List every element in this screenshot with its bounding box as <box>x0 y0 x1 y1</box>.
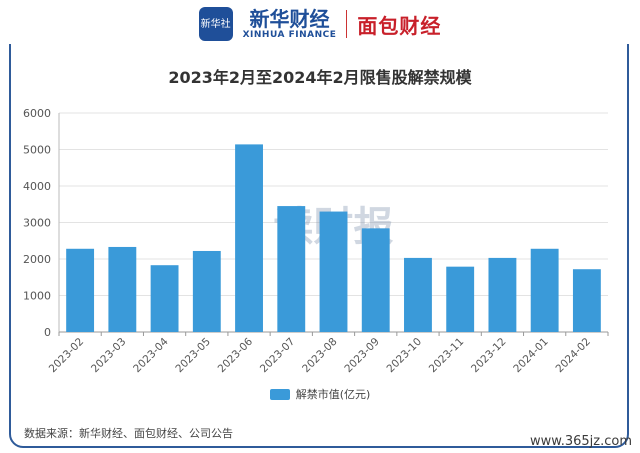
y-tick-label: 4000 <box>23 180 51 193</box>
chart-title: 2023年2月至2024年2月限售股解禁规模 <box>168 68 472 87</box>
x-tick-label: 2023-03 <box>89 336 129 376</box>
y-tick-label: 2000 <box>23 253 51 266</box>
y-tick-label: 6000 <box>23 107 51 120</box>
bar <box>66 248 95 332</box>
xinhua-finance-en: XINHUA FINANCE <box>242 30 337 40</box>
bar <box>319 211 348 332</box>
x-tick-label: 2023-04 <box>131 335 171 375</box>
bar <box>192 250 221 332</box>
y-tick-label: 0 <box>44 326 51 339</box>
x-tick-label: 2023-11 <box>427 336 467 376</box>
x-tick-label: 2023-05 <box>173 336 213 376</box>
y-tick-label: 5000 <box>23 144 51 157</box>
bar <box>277 206 306 332</box>
logo-separator <box>346 10 348 38</box>
xinhua-badge-logo: 新华社 <box>198 7 233 41</box>
x-tick-label: 2023-10 <box>385 336 425 376</box>
x-tick-label: 2023-08 <box>300 336 340 376</box>
mianbao-finance-logo: 面包财经 <box>357 13 442 38</box>
x-tick-label: 2023-02 <box>47 336 87 376</box>
legend-label: 解禁市值(亿元) <box>295 388 371 401</box>
bar <box>572 269 601 332</box>
y-tick-label: 1000 <box>23 290 51 303</box>
x-tick-label: 2023-09 <box>342 336 382 376</box>
xinhua-finance-cn: 新华财经 <box>249 7 330 31</box>
bar <box>235 144 263 332</box>
x-tick-label: 2023-07 <box>258 336 298 376</box>
data-source: 数据来源：新华财经、面包财经、公司公告 <box>24 427 233 440</box>
bar <box>150 265 179 332</box>
x-tick-label: 2023-06 <box>216 335 256 375</box>
bar <box>361 228 390 332</box>
bar <box>488 257 517 332</box>
legend-swatch <box>269 388 290 400</box>
legend: 解禁市值(亿元) <box>0 386 640 402</box>
x-tick-label: 2024-02 <box>553 336 593 376</box>
x-tick-label: 2024-01 <box>511 336 551 376</box>
site-watermark: www.365jz.com <box>530 434 632 449</box>
bar <box>404 257 432 332</box>
header-logos: 新华社 新华财经 XINHUA FINANCE 面包财经 <box>0 4 640 44</box>
y-tick-label: 3000 <box>23 217 51 230</box>
xinhua-finance-logo: 新华财经 XINHUA FINANCE <box>243 8 337 40</box>
bar <box>446 266 475 332</box>
x-tick-label: 2023-12 <box>469 336 509 376</box>
bar <box>108 246 137 332</box>
bar <box>530 248 559 332</box>
